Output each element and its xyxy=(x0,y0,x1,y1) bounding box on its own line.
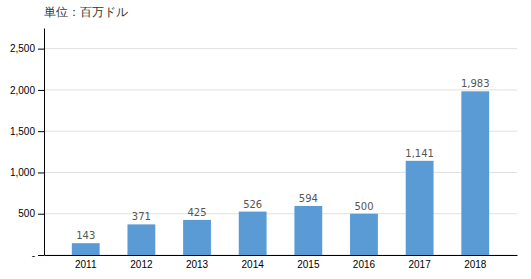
y-tick-label: 2,500 xyxy=(10,43,35,54)
x-tick-label: 2013 xyxy=(186,259,209,270)
y-tick: 500 xyxy=(18,208,44,219)
data-label: 371 xyxy=(132,211,151,222)
y-tick-mark xyxy=(38,49,44,50)
y-tick-label: 2,000 xyxy=(10,85,35,96)
grid-line xyxy=(44,213,517,214)
y-tick-label: 500 xyxy=(18,208,35,219)
x-axis: 2011 2012 2013 2014 2015 2016 2017 2018 xyxy=(45,255,518,270)
y-axis: - 500 1,000 1,500 2,000 2,500 xyxy=(10,29,45,261)
y-tick: 1,500 xyxy=(10,126,44,137)
x-tick: 2018 xyxy=(464,255,487,270)
data-label: 1,983 xyxy=(461,78,490,89)
x-tick-label: 2012 xyxy=(130,259,153,270)
x-tick: 2017 xyxy=(408,255,431,270)
bar xyxy=(183,220,211,255)
x-tick: 2015 xyxy=(297,255,320,270)
x-tick: 2013 xyxy=(186,255,209,270)
x-tick-label: 2017 xyxy=(408,259,431,270)
data-label: 143 xyxy=(76,230,95,241)
bar xyxy=(350,214,378,255)
chart: - 500 1,000 1,500 2,000 2,500 2011 2012 2013 2014… xyxy=(0,0,531,279)
grid xyxy=(44,49,517,255)
y-axis-line xyxy=(44,29,45,256)
data-label: 425 xyxy=(187,207,206,218)
x-tick-label: 2011 xyxy=(75,259,97,270)
plot: - 500 1,000 1,500 2,000 2,500 2011 2012 2013 2014… xyxy=(10,29,518,271)
data-labels: 143 371 425 526 594 500 1,141 1,983 xyxy=(76,78,489,241)
x-axis-line xyxy=(45,255,518,256)
x-tick: 2011 xyxy=(75,255,97,270)
x-tick: 2012 xyxy=(130,255,153,270)
data-label: 526 xyxy=(243,199,262,210)
x-tick: 2016 xyxy=(353,255,376,270)
x-tick-label: 2018 xyxy=(464,259,487,270)
x-tick: 2014 xyxy=(242,255,265,270)
y-tick: 2,500 xyxy=(10,43,44,54)
bar xyxy=(294,206,322,255)
bar xyxy=(461,91,489,255)
y-tick: - xyxy=(32,250,44,261)
grid-line xyxy=(44,255,517,256)
grid-line xyxy=(44,48,517,49)
y-tick-label: - xyxy=(32,250,35,261)
title: 単位：百万ドル xyxy=(44,5,128,19)
y-tick-mark xyxy=(38,255,44,256)
y-tick-mark xyxy=(38,131,44,132)
bar xyxy=(406,161,434,255)
x-tick-label: 2014 xyxy=(242,259,265,270)
y-tick-label: 1,000 xyxy=(10,167,35,178)
y-tick-label: 1,500 xyxy=(10,126,35,137)
data-label: 594 xyxy=(299,193,318,204)
y-tick-mark xyxy=(38,214,44,215)
grid-line xyxy=(44,89,517,90)
y-tick: 2,000 xyxy=(10,85,44,96)
y-tick-mark xyxy=(38,90,44,91)
bars xyxy=(72,91,489,255)
data-label: 1,141 xyxy=(405,148,434,159)
data-label: 500 xyxy=(354,201,373,212)
x-tick-label: 2015 xyxy=(297,259,320,270)
y-tick: 1,000 xyxy=(10,167,44,178)
bar xyxy=(72,243,100,255)
grid-line xyxy=(44,131,517,132)
grid-line xyxy=(44,172,517,173)
y-tick-mark xyxy=(38,172,44,173)
bar xyxy=(127,224,155,255)
bar xyxy=(239,212,267,255)
x-tick-label: 2016 xyxy=(353,259,376,270)
